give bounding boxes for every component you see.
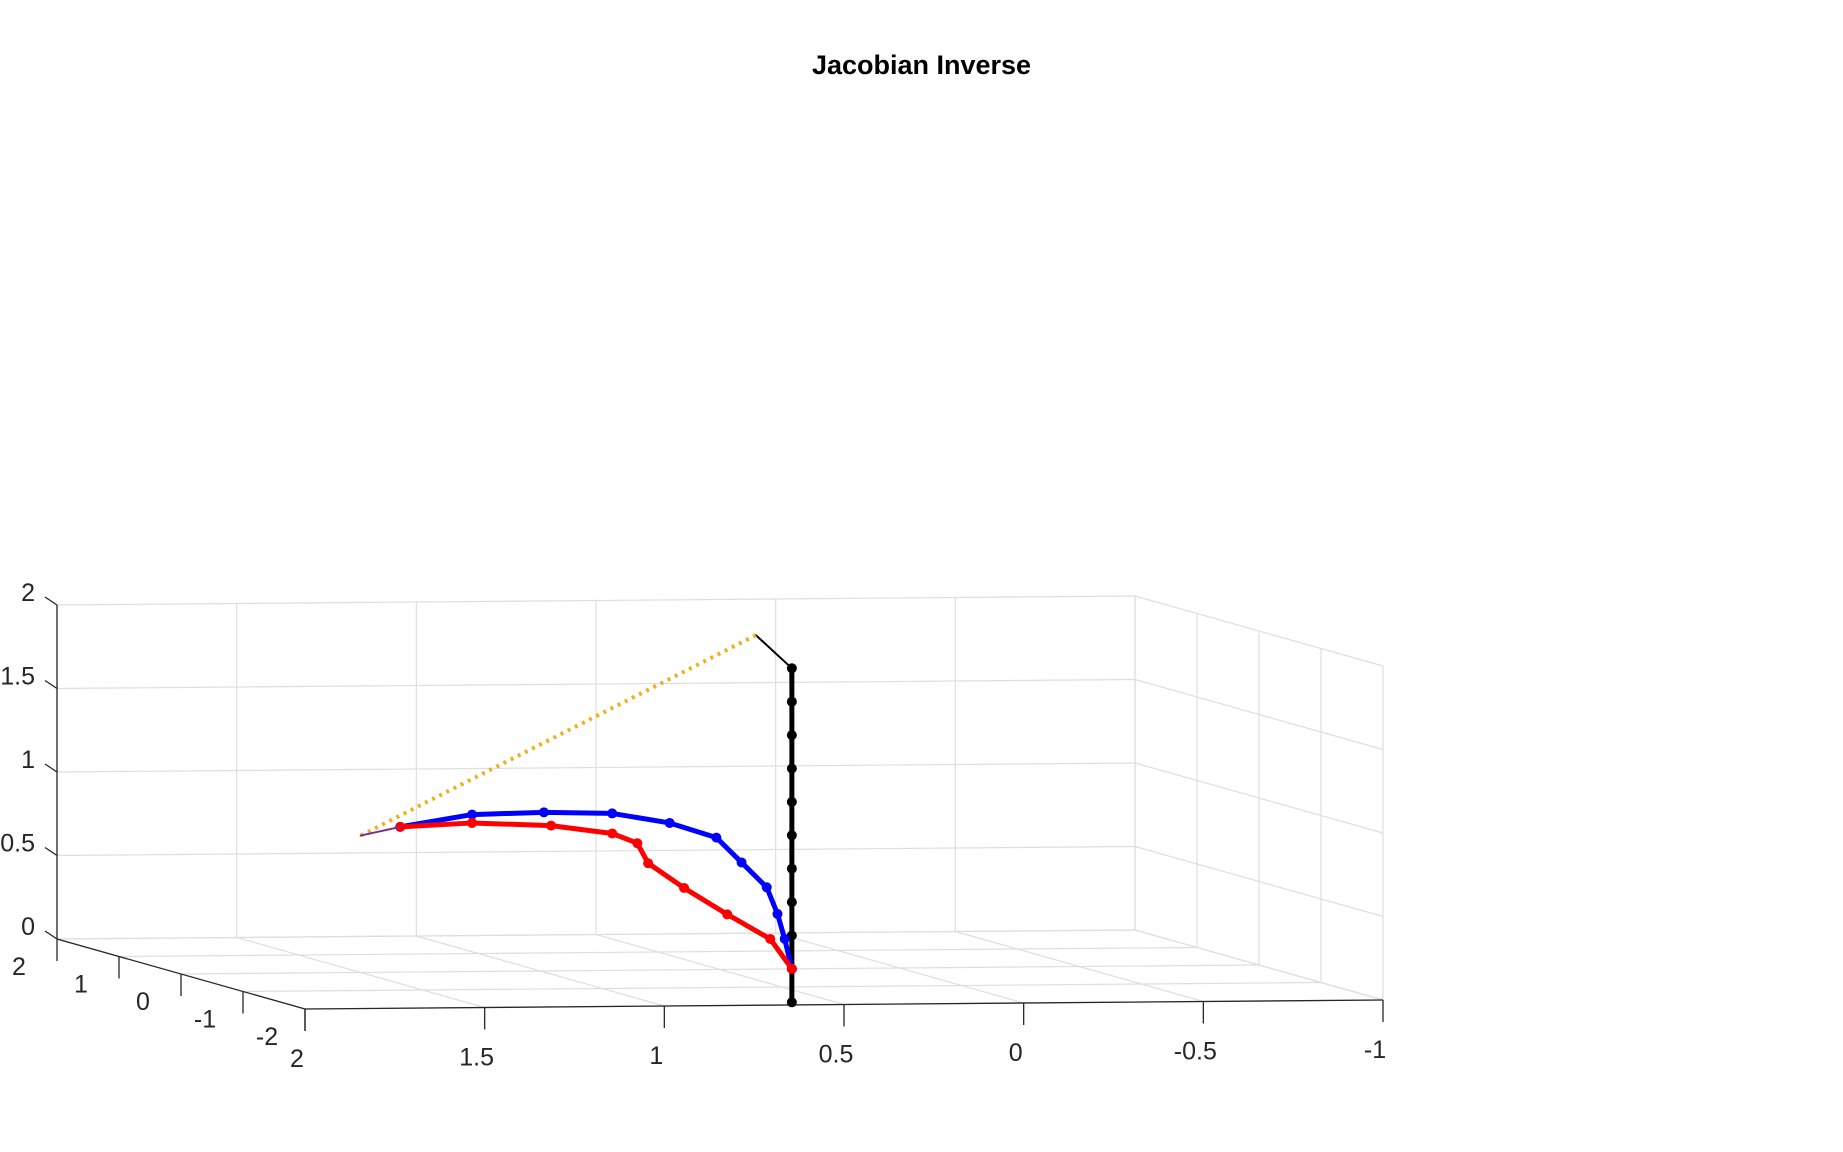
series-marker-4 (607, 828, 618, 839)
series-marker-0 (786, 796, 797, 807)
series-marker-0 (786, 763, 797, 774)
z-tick (44, 930, 58, 940)
y-tick-label: 0 (136, 988, 150, 1016)
z-tick-label: 0.5 (0, 830, 35, 858)
floor-gridline (180, 964, 1260, 975)
axes-layer (44, 596, 1384, 1031)
grid-layer (56, 595, 1384, 1010)
x-tick-label: -1 (1364, 1036, 1386, 1064)
series-marker-0 (786, 696, 797, 707)
series-line-5 (359, 825, 402, 837)
side-wall-gridline (1134, 845, 1384, 918)
floor-gridline (242, 981, 1322, 993)
series-marker-4 (786, 963, 797, 974)
back-wall-gridline (56, 845, 1136, 857)
side-wall-gridline (1134, 762, 1384, 834)
x-tick-label: 0.5 (819, 1041, 854, 1069)
z-tick-label: 1.5 (0, 663, 35, 691)
series-line-1 (754, 634, 793, 670)
chart-title: Jacobian Inverse (811, 50, 1032, 80)
series-marker-4 (722, 909, 733, 920)
series-marker-3 (664, 817, 675, 828)
tick-labels-layer: 2 1.5 1 0.5 0 -0.5 -1 -2 -1 0 1 2 0 0.5 1 1.5 2 (0, 579, 1386, 1073)
y-tick-label: 2 (12, 953, 26, 981)
series-marker-3 (736, 857, 747, 868)
series-marker-4 (679, 882, 690, 893)
y-tick-label: -2 (256, 1023, 278, 1051)
side-wall-gridline (1134, 678, 1384, 751)
x-tick-label: 1 (649, 1042, 663, 1070)
x-tick-label: 2 (290, 1045, 304, 1073)
back-wall-gridline (56, 929, 1136, 940)
series-marker-0 (786, 897, 797, 908)
series-line-2 (359, 633, 757, 838)
floor-gridline (118, 946, 1198, 958)
series-layer (359, 633, 797, 1008)
back-wall-gridline (56, 595, 1136, 606)
x-tick-label: -0.5 (1174, 1038, 1217, 1066)
z-tick-label: 0 (21, 913, 35, 941)
back-wall-gridline (56, 678, 1136, 690)
series-marker-3 (467, 809, 478, 820)
z-tick-label: 2 (21, 579, 35, 607)
z-tick (44, 763, 58, 773)
series-marker-0 (786, 730, 797, 741)
series-marker-4 (643, 858, 654, 869)
back-wall-gridline (56, 762, 1136, 773)
series-marker-3 (711, 832, 722, 843)
x-tick-label: 1.5 (459, 1044, 494, 1072)
series-marker-3 (761, 882, 772, 893)
z-tick (44, 679, 58, 690)
series-marker-3 (607, 808, 618, 819)
series-marker-0 (786, 830, 797, 841)
series-marker-4 (546, 820, 557, 831)
z-tick (44, 596, 58, 606)
series-marker-4 (632, 838, 643, 849)
series-marker-0 (786, 863, 797, 874)
series-marker-3 (538, 807, 549, 818)
x-tick-label: 0 (1009, 1039, 1023, 1067)
series-marker-4 (765, 934, 776, 945)
series-marker-3 (772, 908, 783, 919)
z-tick (44, 846, 58, 857)
series-line-4 (397, 820, 795, 972)
y-tick-label: -1 (194, 1006, 216, 1034)
y-tick-label: 1 (74, 971, 88, 999)
series-marker-3 (779, 933, 790, 944)
side-wall-gridline (1134, 595, 1384, 667)
series-marker-4 (467, 817, 478, 828)
series-marker-0 (786, 997, 797, 1008)
z-tick-label: 1 (21, 746, 35, 774)
side-wall-gridline (1134, 929, 1384, 1001)
